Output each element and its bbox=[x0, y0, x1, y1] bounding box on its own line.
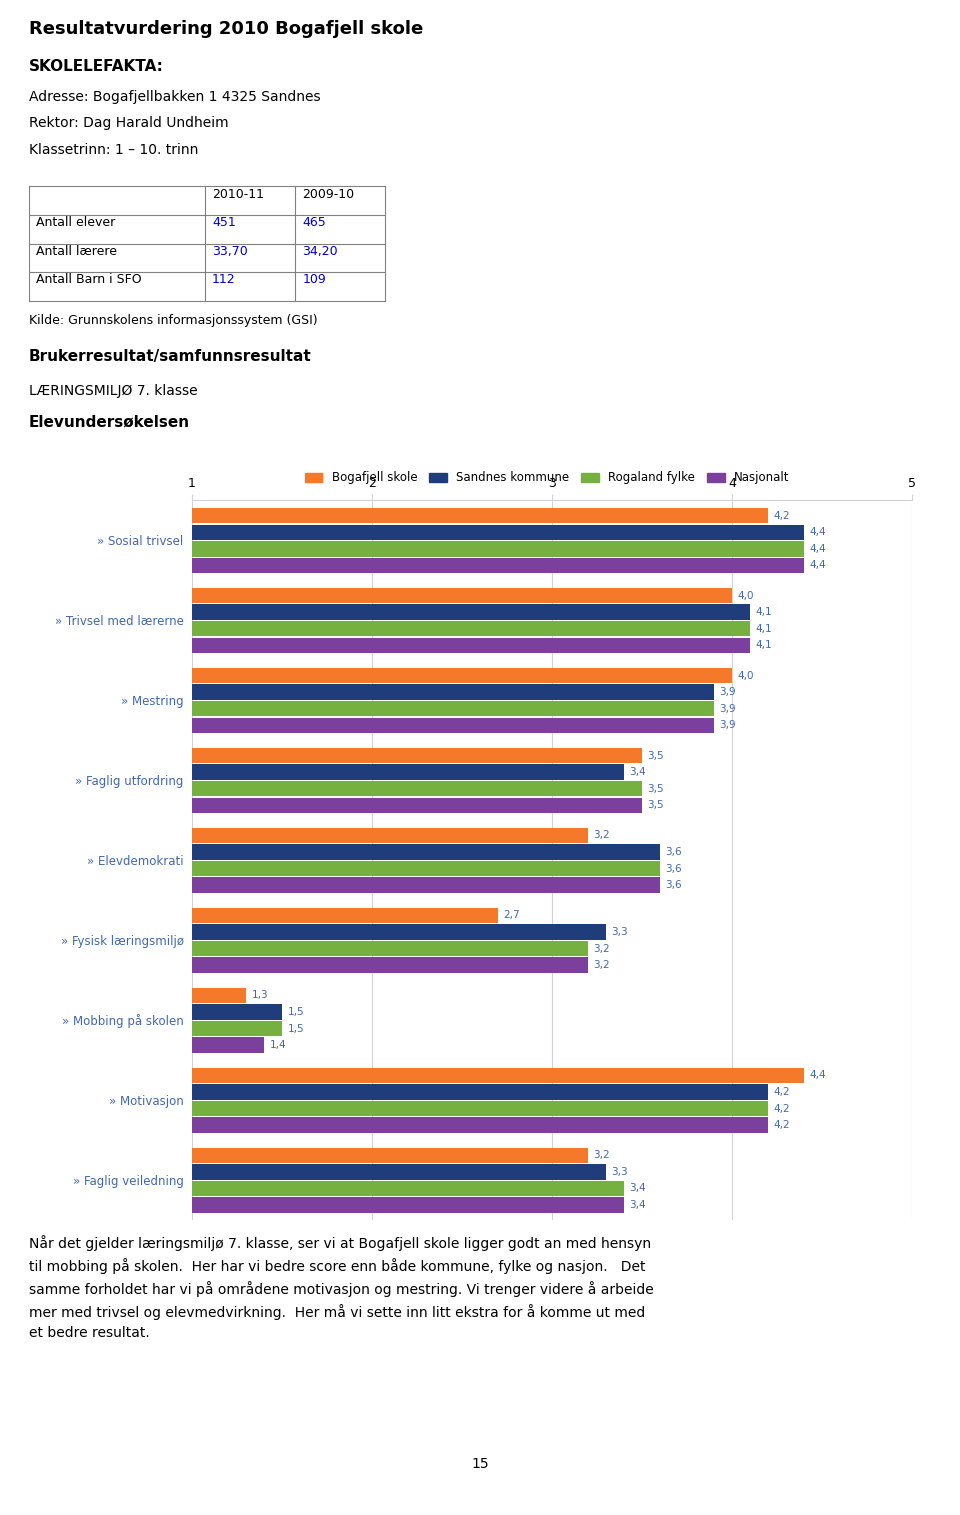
Bar bbox=[192, 638, 750, 653]
Text: 4,2: 4,2 bbox=[774, 511, 790, 521]
Bar bbox=[192, 877, 660, 892]
Text: 4,0: 4,0 bbox=[737, 591, 754, 600]
Bar bbox=[192, 1180, 624, 1197]
Text: Antall Barn i SFO: Antall Barn i SFO bbox=[36, 274, 142, 286]
Bar bbox=[192, 685, 714, 700]
Text: 3,9: 3,9 bbox=[719, 703, 736, 714]
Bar bbox=[192, 748, 642, 764]
Bar bbox=[192, 604, 750, 620]
Text: 2,7: 2,7 bbox=[503, 911, 520, 921]
Text: 4,2: 4,2 bbox=[774, 1103, 790, 1114]
Bar bbox=[192, 668, 732, 683]
Text: 465: 465 bbox=[302, 217, 326, 229]
Text: Antall elever: Antall elever bbox=[36, 217, 115, 229]
Bar bbox=[192, 827, 588, 844]
Text: 33,70: 33,70 bbox=[212, 245, 248, 258]
Text: 3,6: 3,6 bbox=[665, 880, 682, 891]
Bar bbox=[192, 797, 642, 814]
Text: Når det gjelder læringsmiljø 7. klasse, ser vi at Bogafjell skole ligger godt an: Når det gjelder læringsmiljø 7. klasse, … bbox=[29, 1235, 654, 1339]
Bar bbox=[192, 988, 246, 1003]
Bar bbox=[192, 765, 624, 780]
Text: 4,2: 4,2 bbox=[774, 1086, 790, 1097]
Text: Elevundersøkelsen: Elevundersøkelsen bbox=[29, 415, 190, 430]
Text: 3,6: 3,6 bbox=[665, 847, 682, 857]
Bar bbox=[192, 844, 660, 861]
Text: 4,4: 4,4 bbox=[809, 527, 826, 538]
Text: 3,5: 3,5 bbox=[647, 800, 664, 811]
Text: 3,9: 3,9 bbox=[719, 688, 736, 697]
Text: 3,4: 3,4 bbox=[630, 1183, 646, 1194]
Text: 2010-11: 2010-11 bbox=[212, 188, 264, 201]
Text: 4,1: 4,1 bbox=[756, 641, 772, 650]
Bar bbox=[192, 524, 804, 539]
Text: 112: 112 bbox=[212, 274, 235, 286]
Text: Klassetrinn: 1 – 10. trinn: Klassetrinn: 1 – 10. trinn bbox=[29, 142, 198, 156]
Text: 3,2: 3,2 bbox=[593, 1150, 610, 1160]
Bar bbox=[192, 541, 804, 556]
Text: 3,3: 3,3 bbox=[612, 927, 628, 936]
Text: 34,20: 34,20 bbox=[302, 245, 338, 258]
Text: 3,2: 3,2 bbox=[593, 830, 610, 841]
Text: 1,5: 1,5 bbox=[287, 1007, 304, 1017]
Bar bbox=[192, 558, 804, 573]
Text: 1,5: 1,5 bbox=[287, 1024, 304, 1033]
Bar bbox=[192, 780, 642, 797]
Bar bbox=[192, 1021, 282, 1036]
Text: 3,9: 3,9 bbox=[719, 720, 736, 730]
Text: Resultatvurdering 2010 Bogafjell skole: Resultatvurdering 2010 Bogafjell skole bbox=[29, 20, 423, 38]
Text: SKOLELEFAKTA:: SKOLELEFAKTA: bbox=[29, 59, 163, 74]
Text: Adresse: Bogafjellbakken 1 4325 Sandnes: Adresse: Bogafjellbakken 1 4325 Sandnes bbox=[29, 89, 321, 105]
Text: 3,6: 3,6 bbox=[665, 864, 682, 874]
Text: 2009-10: 2009-10 bbox=[302, 188, 354, 201]
Bar bbox=[192, 941, 588, 956]
Text: 109: 109 bbox=[302, 274, 326, 286]
Text: Kilde: Grunnskolens informasjonssystem (GSI): Kilde: Grunnskolens informasjonssystem (… bbox=[29, 314, 318, 327]
Text: 3,4: 3,4 bbox=[630, 767, 646, 777]
Text: 1,4: 1,4 bbox=[270, 1041, 286, 1050]
Text: 15: 15 bbox=[471, 1457, 489, 1471]
Text: 4,0: 4,0 bbox=[737, 671, 754, 680]
Bar bbox=[192, 701, 714, 717]
Text: 3,5: 3,5 bbox=[647, 750, 664, 761]
Bar bbox=[192, 957, 588, 973]
Text: Antall lærere: Antall lærere bbox=[36, 245, 117, 258]
Bar bbox=[192, 1004, 282, 1020]
Legend: Bogafjell skole, Sandnes kommune, Rogaland fylke, Nasjonalt: Bogafjell skole, Sandnes kommune, Rogala… bbox=[300, 467, 795, 489]
Text: 4,4: 4,4 bbox=[809, 1071, 826, 1080]
Bar bbox=[192, 1118, 768, 1133]
Bar bbox=[192, 1147, 588, 1164]
Text: 3,2: 3,2 bbox=[593, 961, 610, 970]
Bar bbox=[192, 508, 768, 523]
Bar bbox=[192, 1038, 264, 1053]
Text: 1,3: 1,3 bbox=[252, 991, 268, 1000]
Bar bbox=[192, 1068, 804, 1083]
Text: 3,3: 3,3 bbox=[612, 1167, 628, 1177]
Text: 451: 451 bbox=[212, 217, 236, 229]
Bar bbox=[192, 718, 714, 733]
Text: 4,4: 4,4 bbox=[809, 544, 826, 554]
Bar bbox=[192, 924, 606, 939]
Bar bbox=[192, 588, 732, 603]
Text: 4,1: 4,1 bbox=[756, 624, 772, 633]
Text: 3,5: 3,5 bbox=[647, 783, 664, 794]
Text: 3,2: 3,2 bbox=[593, 944, 610, 953]
Bar bbox=[192, 621, 750, 636]
Text: 4,4: 4,4 bbox=[809, 561, 826, 570]
Text: Rektor: Dag Harald Undheim: Rektor: Dag Harald Undheim bbox=[29, 117, 228, 130]
Bar bbox=[192, 907, 498, 923]
Text: 4,1: 4,1 bbox=[756, 608, 772, 617]
Bar bbox=[192, 861, 660, 876]
Bar bbox=[192, 1101, 768, 1117]
Text: 4,2: 4,2 bbox=[774, 1120, 790, 1130]
Text: Brukerresultat/samfunnsresultat: Brukerresultat/samfunnsresultat bbox=[29, 348, 312, 364]
Bar bbox=[192, 1164, 606, 1180]
Text: LÆRINGSMILJØ 7. klasse: LÆRINGSMILJØ 7. klasse bbox=[29, 385, 198, 398]
Bar bbox=[192, 1197, 624, 1212]
Text: 3,4: 3,4 bbox=[630, 1200, 646, 1210]
Bar bbox=[192, 1085, 768, 1100]
